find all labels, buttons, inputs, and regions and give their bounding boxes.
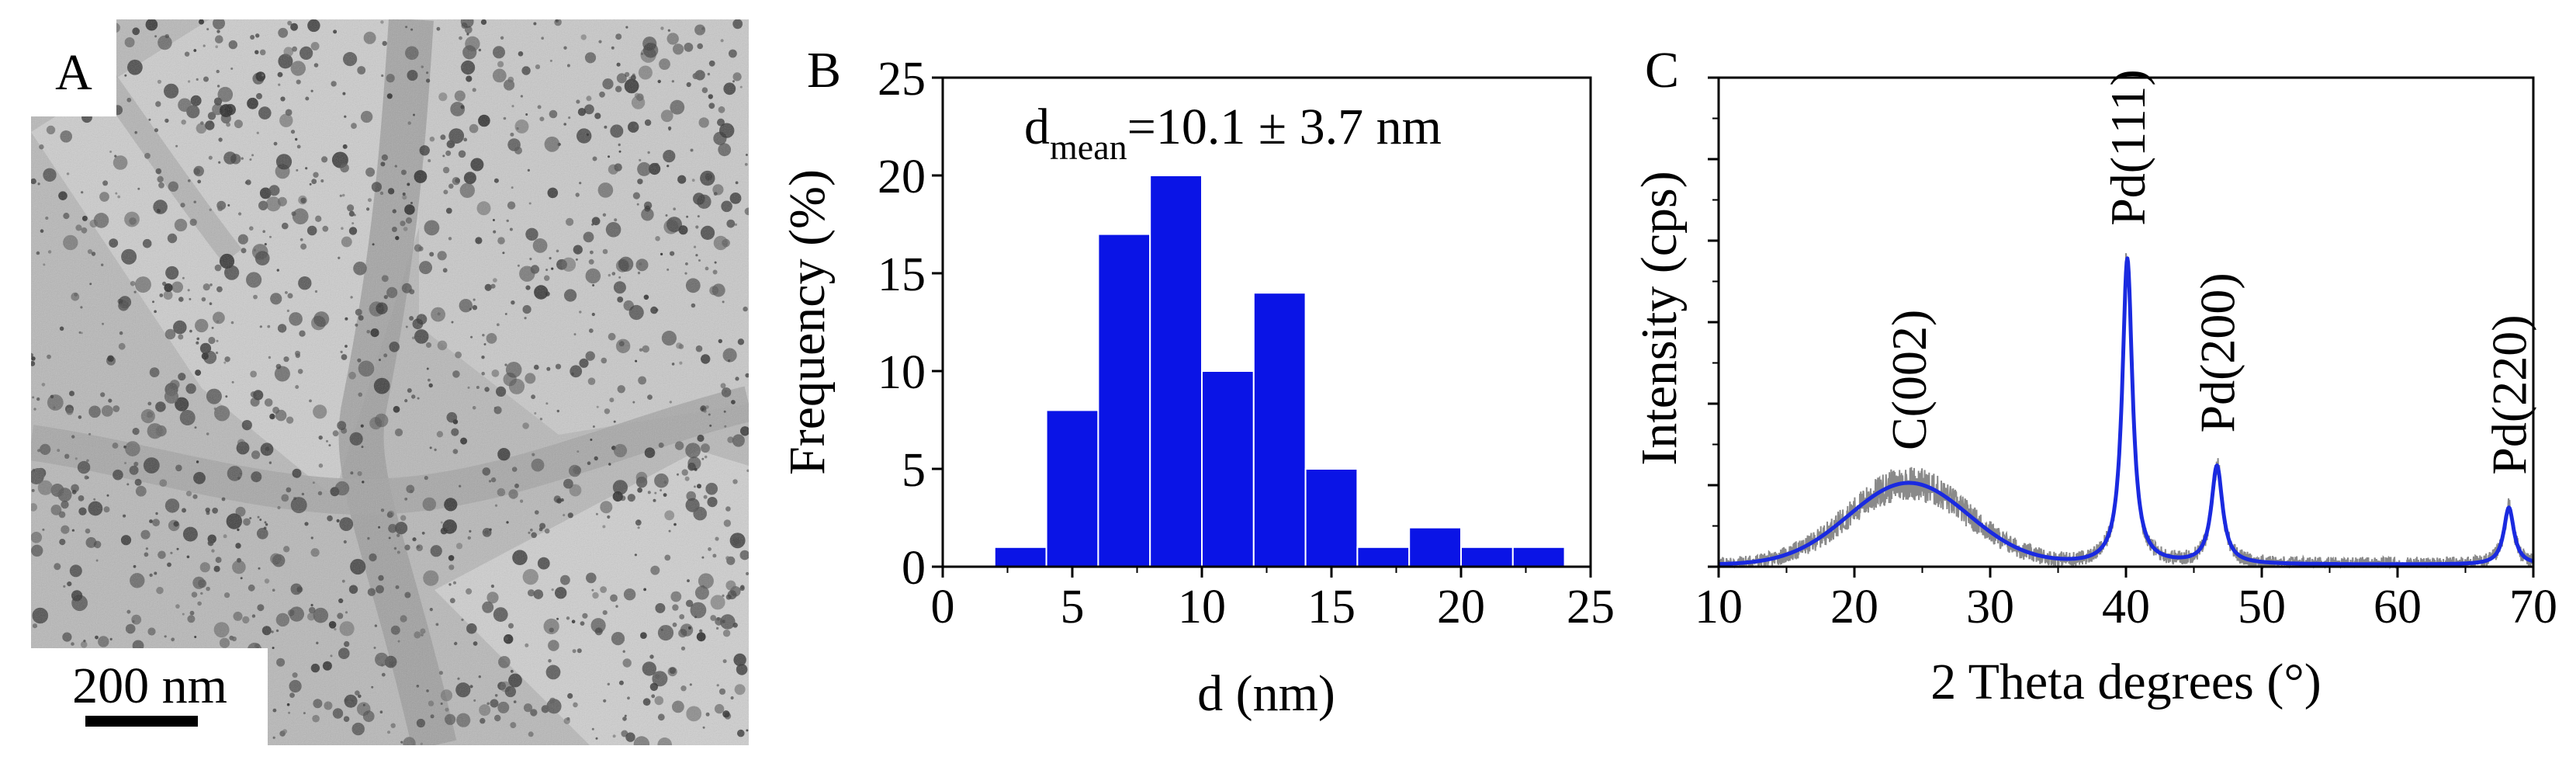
- x-tick-label-c: 60: [2373, 581, 2422, 633]
- mean-diameter-annotation: dmean=10.1 ± 3.7 nm: [1024, 99, 1442, 167]
- panel-a-label-box: [31, 19, 116, 116]
- histogram-bar: [1460, 546, 1514, 567]
- y-tick-label-b: 25: [878, 53, 926, 106]
- y-tick-label-b: 15: [878, 248, 926, 301]
- axis-ticks-b: 0 5 10 15 20 25 0 5 10 15 20 25: [878, 53, 1615, 633]
- y-tick-label-b: 10: [878, 346, 926, 399]
- x-tick-label-c: 50: [2238, 581, 2286, 633]
- scale-bar: [85, 716, 198, 727]
- x-tick-label-b: 0: [931, 581, 955, 633]
- peak-label: Pd(111): [2100, 69, 2155, 225]
- histogram-bar: [1304, 468, 1359, 567]
- x-tick-label-c: 40: [2102, 581, 2150, 633]
- xrd-fit-series: [1717, 256, 2535, 567]
- panel-c-xrd: C 10 20 30 40 50 60 70 C(002) Pd(111) Pd(200) Pd(…: [1631, 42, 2557, 710]
- annotation-subscript: mean: [1050, 127, 1127, 167]
- scale-bar-box: [31, 648, 268, 745]
- y-axis-label-b: Frequency (%): [779, 169, 836, 475]
- y-tick-label-b: 5: [902, 444, 926, 497]
- x-tick-label-c: 70: [2509, 581, 2557, 633]
- y-tick-label-b: 0: [902, 542, 926, 595]
- peak-label: Pd(200): [2190, 272, 2245, 432]
- axis-ticks-c: 10 20 30 40 50 60 70: [1695, 76, 2557, 633]
- panel-a: A 200 nm: [31, 19, 749, 745]
- y-axis-label-c: Intensity (cps): [1631, 171, 1688, 465]
- x-tick-label-b: 20: [1437, 581, 1485, 633]
- tem-micrograph-image: [31, 19, 749, 745]
- histogram-bar: [1149, 175, 1203, 567]
- panel-a-letter: A: [55, 44, 92, 101]
- annotation-d: d: [1024, 99, 1050, 155]
- x-axis-label-b: d (nm): [1197, 665, 1335, 722]
- panel-c-letter: C: [1645, 42, 1679, 99]
- peak-label: Pd(220): [2482, 314, 2537, 474]
- y-tick-label-b: 20: [878, 151, 926, 203]
- x-tick-label-b: 10: [1178, 581, 1226, 633]
- peak-label: C(002): [1882, 310, 1937, 450]
- x-tick-label-c: 20: [1830, 581, 1878, 633]
- histogram-bar: [993, 546, 1047, 567]
- histogram-bars: [993, 175, 1566, 568]
- histogram-bar: [1097, 233, 1151, 567]
- x-tick-label-c: 10: [1695, 581, 1743, 633]
- x-axis-label-c: 2 Theta degrees (°): [1930, 654, 2321, 710]
- histogram-bar: [1201, 370, 1255, 567]
- panel-b-letter: B: [807, 42, 841, 99]
- tem-noise-overlay: [31, 19, 749, 745]
- panel-b-histogram: B 0 5 10 15 20 25 0 5 10 15 20 25 dmean=10.1 ± 3.7 …: [779, 42, 1615, 722]
- peak-labels: C(002) Pd(111) Pd(200) Pd(220): [1882, 69, 2537, 474]
- histogram-bar: [1408, 526, 1462, 567]
- x-tick-label-b: 5: [1061, 581, 1085, 633]
- scale-bar-label: 200 nm: [72, 658, 227, 714]
- x-tick-label-b: 15: [1307, 581, 1356, 633]
- histogram-bar: [1045, 409, 1099, 568]
- annotation-value: =10.1 ± 3.7 nm: [1127, 99, 1442, 155]
- x-tick-label-b: 25: [1567, 581, 1615, 633]
- histogram-bar: [1356, 546, 1411, 567]
- x-tick-label-c: 30: [1966, 581, 2014, 633]
- histogram-bar: [1511, 546, 1566, 567]
- histogram-bar: [1252, 292, 1307, 567]
